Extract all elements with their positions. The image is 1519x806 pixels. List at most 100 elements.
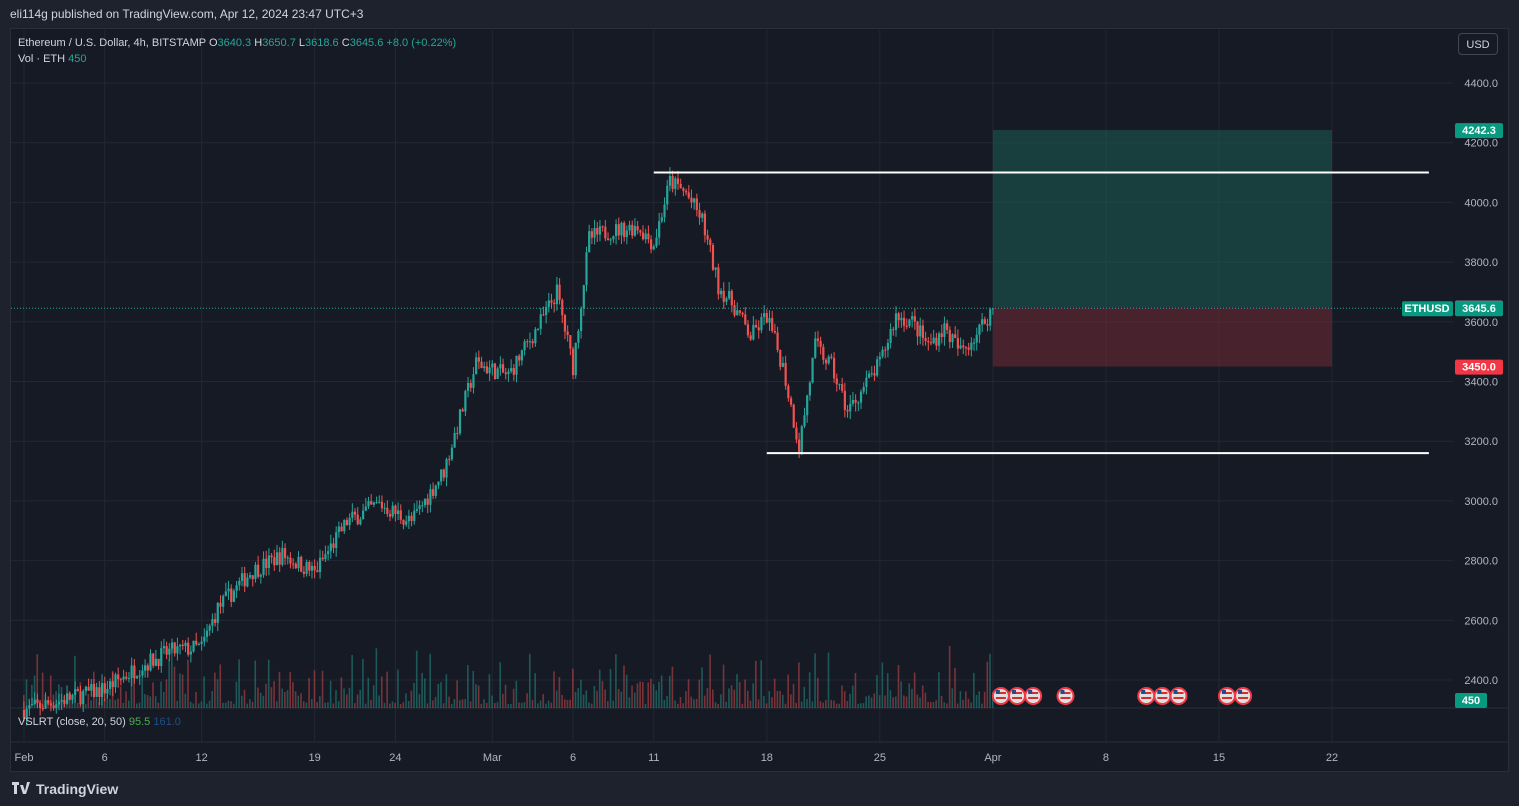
candle-body	[843, 390, 846, 411]
candle-body	[884, 349, 887, 351]
candle-body	[294, 563, 297, 569]
volume-bar	[534, 673, 536, 708]
volume-bar	[738, 682, 741, 708]
volume-bar	[938, 672, 940, 708]
candle-body	[991, 308, 994, 310]
volume-bar	[95, 697, 98, 708]
volume-bar	[472, 670, 475, 708]
candle-body	[644, 233, 647, 240]
candle-body	[889, 329, 892, 343]
indicator-legend[interactable]: VSLRT (close, 20, 50) 95.5 161.0	[18, 716, 181, 728]
candle-body	[746, 324, 750, 336]
volume-bar	[825, 700, 827, 708]
candle-body	[270, 555, 273, 558]
candle-body	[47, 700, 50, 704]
tradingview-logo-icon	[12, 781, 30, 797]
position-zones	[992, 130, 1332, 367]
low-label: L	[298, 37, 306, 49]
currency-button[interactable]: USD	[1458, 33, 1498, 55]
us-flag-stripe-icon	[1028, 692, 1039, 694]
candle-body	[146, 665, 149, 671]
time-tick-label: 8	[1103, 752, 1109, 764]
candle-body	[119, 679, 122, 681]
candle-body	[722, 290, 725, 302]
volume-bar	[114, 699, 117, 708]
volume-bar	[545, 703, 547, 708]
time-tick-label: 6	[570, 752, 576, 764]
volume-bar	[510, 703, 512, 708]
candle-body	[318, 557, 322, 573]
volume-bar	[604, 689, 606, 708]
volume-bar	[152, 682, 154, 708]
volume-bar	[617, 689, 620, 708]
candle-body	[442, 469, 445, 478]
us-flag-event-icon	[1234, 687, 1253, 705]
candle-body	[962, 345, 965, 348]
volume-bar	[857, 703, 859, 708]
candle-body	[703, 213, 707, 236]
volume-bar	[31, 684, 33, 708]
volume-bar	[714, 702, 717, 708]
volume-bar	[666, 695, 668, 708]
volume-bar	[679, 696, 682, 708]
volume-bar	[200, 701, 203, 708]
volume-bar	[873, 693, 876, 708]
candle-body	[701, 213, 704, 218]
price-tick-label: 3600.0	[1464, 317, 1498, 329]
time-tick-label: 11	[648, 752, 659, 764]
volume-bar	[502, 693, 504, 708]
candle-body	[824, 359, 828, 364]
price-label-text: 4242.3	[1462, 125, 1496, 137]
price-label-box	[1455, 301, 1503, 317]
volume-bar	[706, 688, 709, 708]
price-tick-label: 2600.0	[1464, 615, 1498, 627]
candle-body	[975, 334, 978, 343]
volume-bar	[986, 661, 989, 708]
volume-bar	[900, 681, 902, 708]
volume-bar	[119, 686, 122, 708]
volume-bar	[294, 691, 297, 708]
time-tick-label: 12	[196, 752, 208, 764]
volume-label-text: 450	[1462, 695, 1480, 707]
candle-body	[846, 410, 849, 412]
volume-bar	[577, 688, 580, 708]
volume-bar	[424, 678, 426, 708]
volume-bar	[356, 694, 359, 708]
volume-bar	[300, 693, 302, 708]
candle-body	[862, 387, 865, 392]
volume-bar	[246, 703, 248, 708]
candle-body	[458, 409, 462, 434]
volume-bar	[375, 648, 378, 708]
time-tick-label: 18	[761, 752, 773, 764]
candle-body	[582, 285, 585, 309]
volume-bar	[450, 703, 453, 708]
candle-body	[545, 306, 548, 315]
candle-body	[649, 239, 653, 250]
candle-body	[744, 314, 747, 325]
candle-body	[814, 338, 817, 358]
candle-body	[337, 526, 340, 533]
volume-bar	[647, 682, 649, 708]
volume-bar	[677, 703, 679, 708]
volume-bar	[582, 694, 585, 708]
candle-body	[275, 552, 279, 566]
candle-body	[789, 398, 793, 405]
volume-bar	[744, 679, 746, 708]
candle-body	[472, 374, 475, 388]
candle-body	[730, 290, 733, 306]
candle-body	[964, 347, 968, 349]
candle-body	[36, 699, 39, 703]
candle-body	[125, 676, 128, 679]
volume-bar	[488, 674, 491, 708]
footer: TradingView	[0, 772, 1519, 806]
open-value: 3640.3	[217, 37, 252, 49]
volume-bar	[160, 681, 162, 708]
candle-body	[736, 310, 739, 316]
candle-body	[510, 368, 513, 372]
volume-bar	[757, 699, 760, 708]
candle-body	[340, 526, 343, 532]
volume-bar	[203, 676, 205, 708]
volume-bar	[36, 654, 39, 708]
candle-body	[367, 501, 370, 507]
